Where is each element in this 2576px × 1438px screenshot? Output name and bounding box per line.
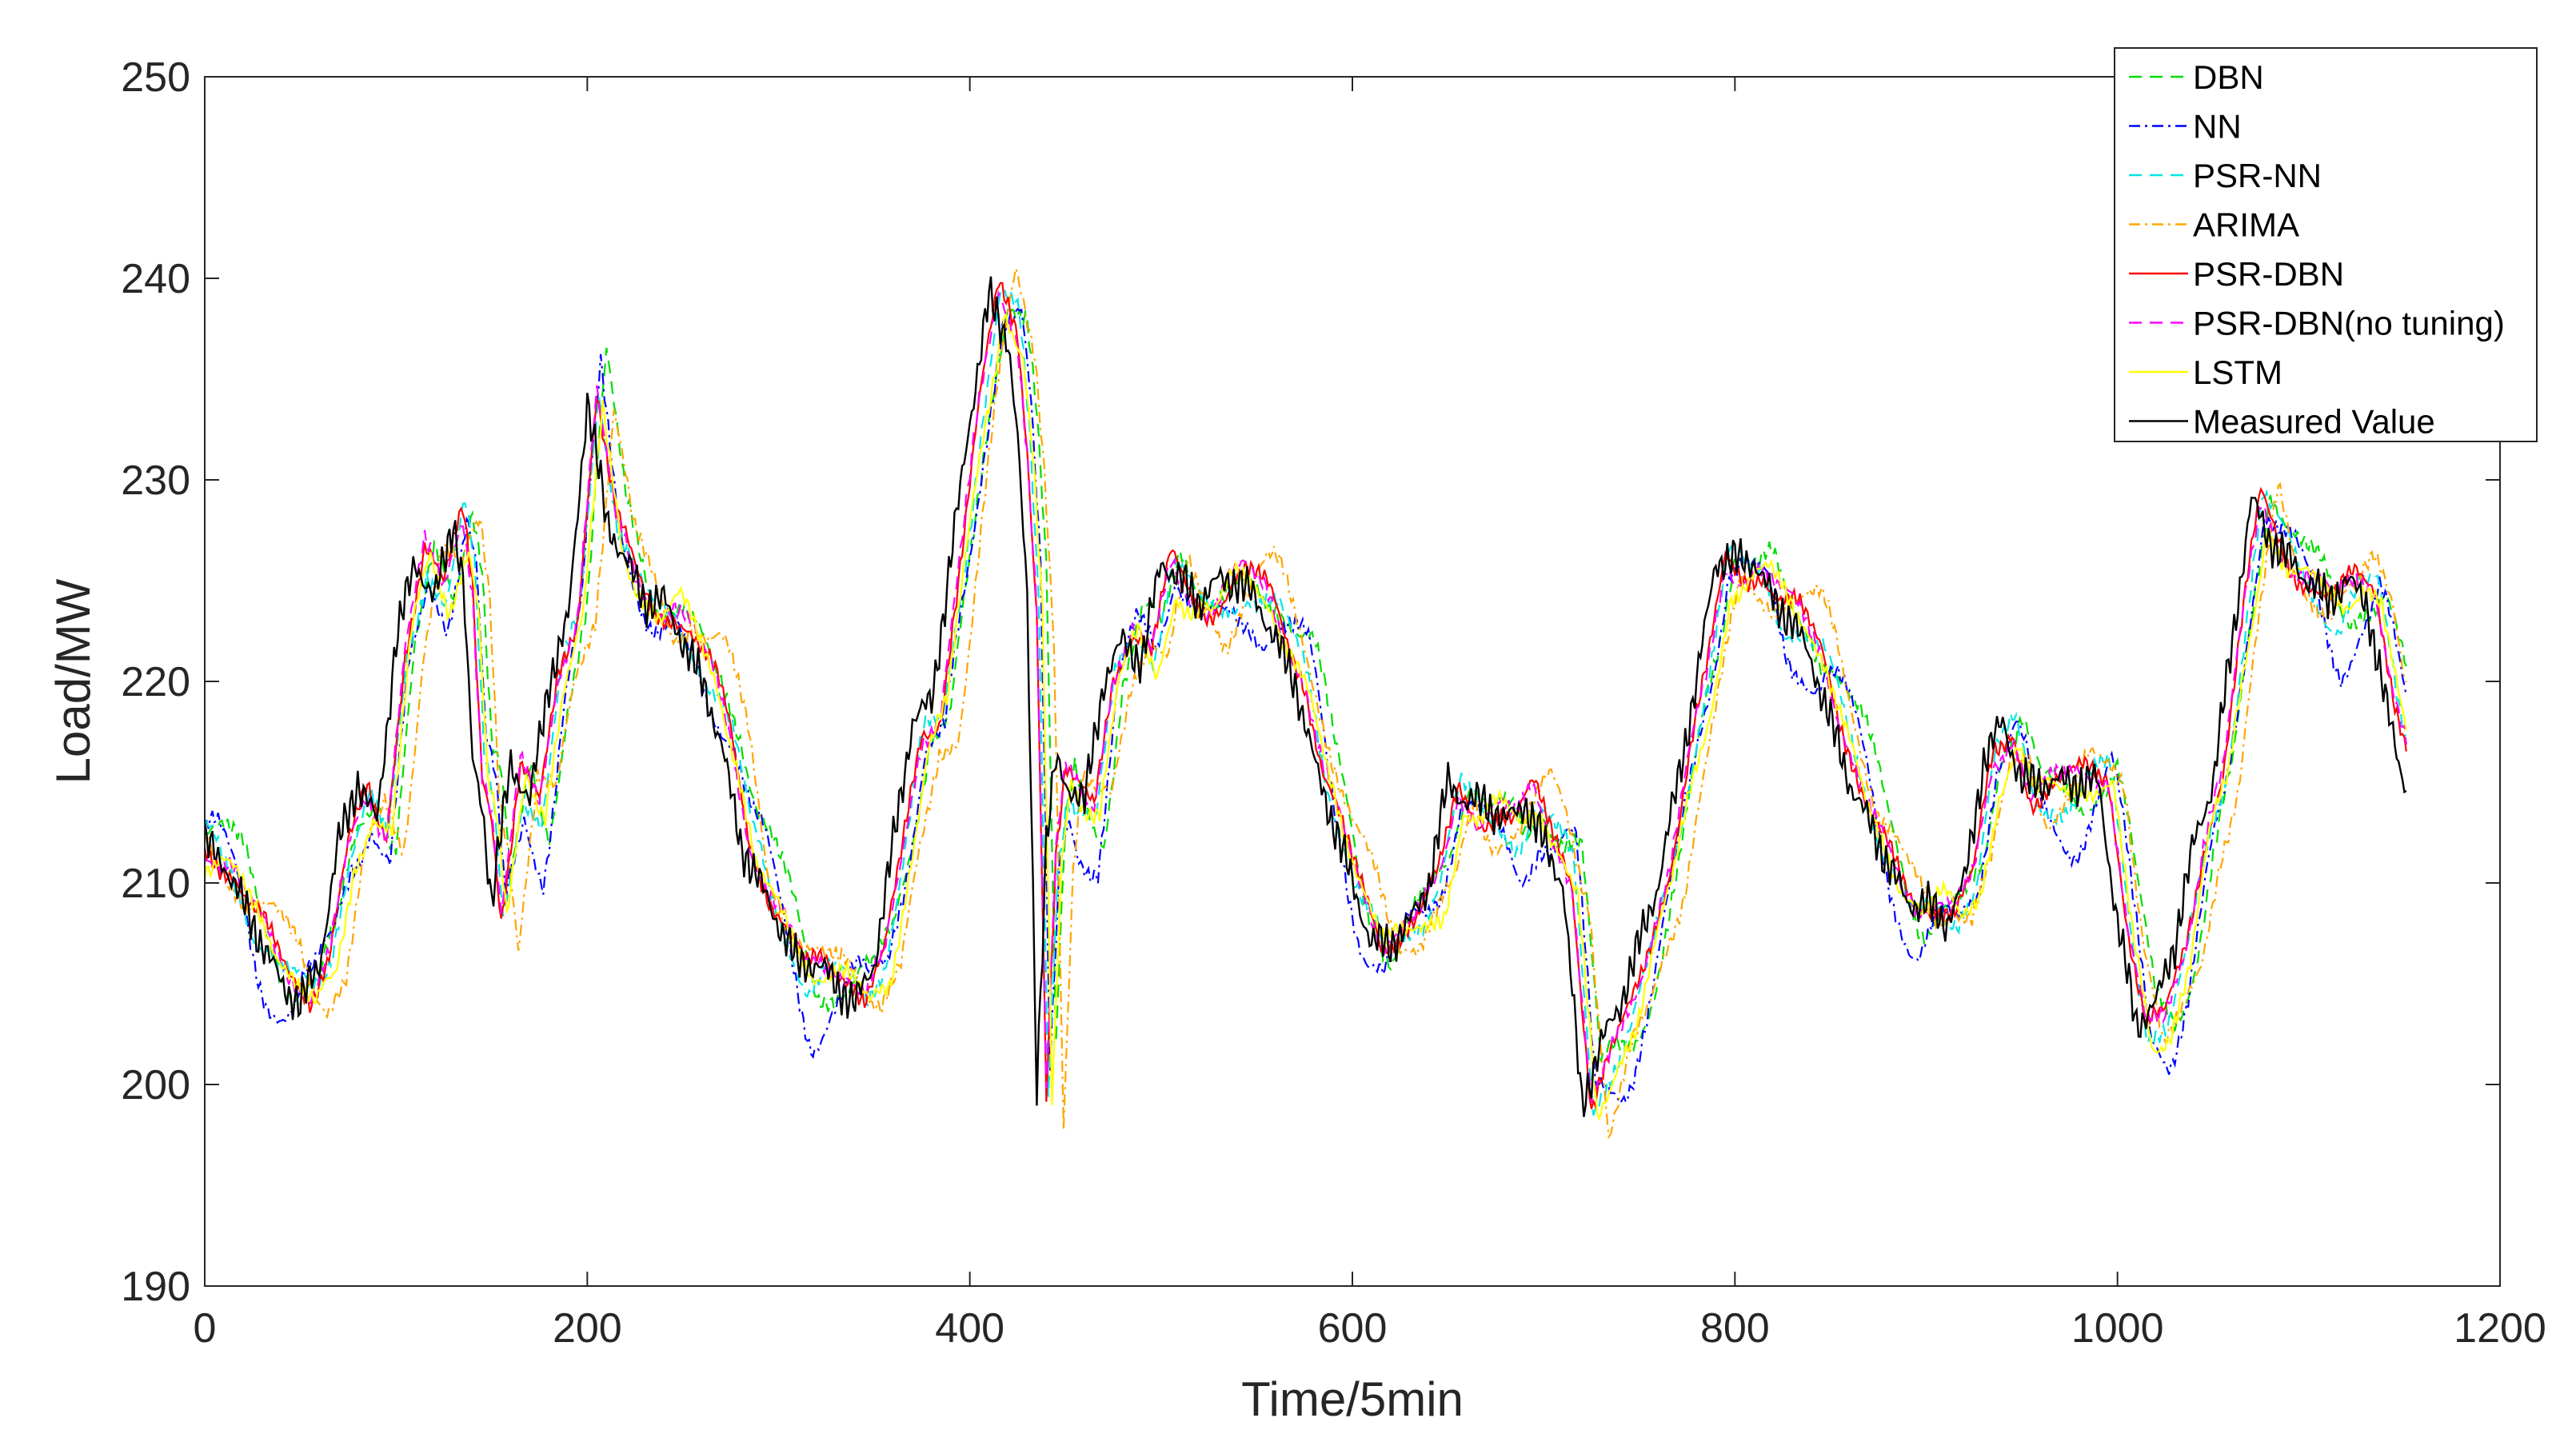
x-tick-label: 0 <box>194 1305 217 1352</box>
legend-label: LSTM <box>2193 354 2282 391</box>
y-tick-label: 210 <box>121 861 190 907</box>
legend-box <box>2115 48 2537 441</box>
legend-label: PSR-NN <box>2193 157 2322 194</box>
x-tick-label: 800 <box>1700 1305 1770 1352</box>
y-tick-label: 190 <box>121 1264 190 1310</box>
x-tick-label: 200 <box>553 1305 622 1352</box>
legend-label: PSR-DBN <box>2193 255 2344 293</box>
x-tick-label: 1000 <box>2071 1305 2164 1352</box>
legend-label: PSR-DBN(no tuning) <box>2193 305 2505 342</box>
y-axis-label: Load/MW <box>46 578 100 784</box>
x-tick-label: 400 <box>935 1305 1004 1352</box>
legend: DBN NN PSR-NN ARIMA PSR-DBN PSR-DBN(no tuning… <box>2115 48 2537 441</box>
x-tick-label: 600 <box>1318 1305 1388 1352</box>
x-axis-label: Time/5min <box>1241 1372 1464 1426</box>
y-tick-label: 200 <box>121 1062 190 1108</box>
legend-label: ARIMA <box>2193 206 2299 244</box>
y-tick-label: 220 <box>121 659 190 705</box>
x-tick-label: 1200 <box>2454 1305 2546 1352</box>
y-tick-label: 250 <box>121 54 190 101</box>
y-tick-label: 240 <box>121 256 190 302</box>
legend-label: DBN <box>2193 58 2264 96</box>
legend-label: Measured Value <box>2193 403 2435 441</box>
legend-label: NN <box>2193 108 2242 146</box>
y-tick-label: 230 <box>121 457 190 504</box>
